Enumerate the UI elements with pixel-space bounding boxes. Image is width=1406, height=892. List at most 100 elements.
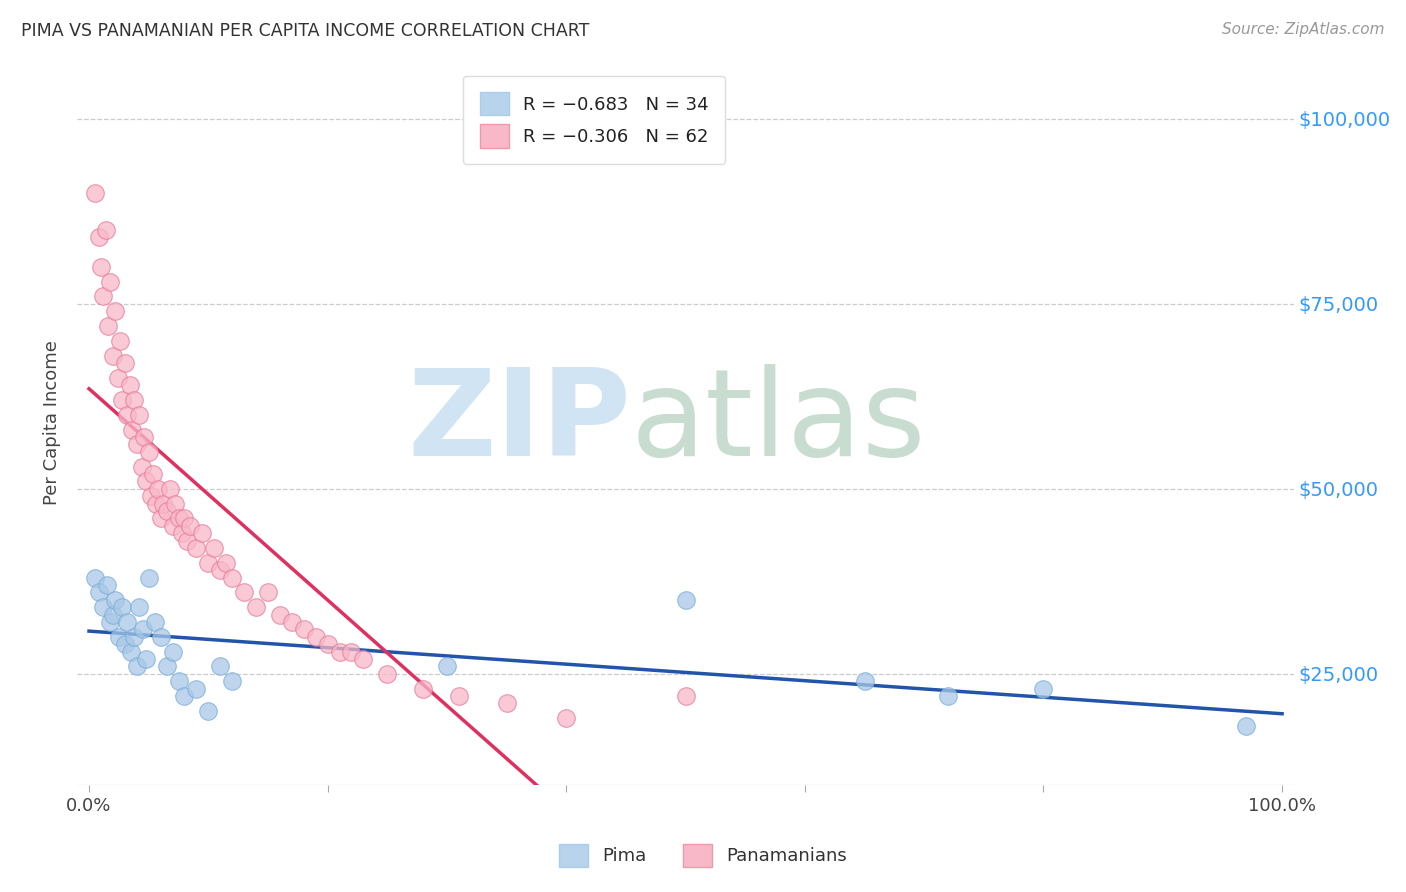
Point (152, 497, 174, 511)
Point (101, 607, 124, 622)
Point (155, 659, 177, 673)
Point (209, 659, 232, 673)
Point (233, 585, 256, 599)
Point (115, 408, 138, 422)
Point (97, 318, 120, 333)
Point (87, 230, 110, 244)
Point (186, 681, 208, 696)
Point (245, 600, 267, 615)
Point (124, 392, 146, 407)
Point (108, 334, 131, 348)
Point (316, 637, 339, 651)
Point (128, 408, 150, 422)
Point (292, 623, 315, 637)
Point (145, 497, 167, 511)
Point (135, 652, 157, 666)
Y-axis label: Per Capita Income: Per Capita Income (44, 340, 60, 505)
Point (121, 423, 143, 437)
Point (162, 644, 184, 658)
Point (91, 600, 114, 615)
Point (131, 459, 153, 474)
Point (305, 630, 328, 644)
Point (108, 630, 131, 644)
Point (352, 652, 374, 666)
Point (100, 615, 122, 629)
Point (87, 585, 110, 599)
Point (202, 541, 225, 555)
Point (132, 430, 155, 444)
Point (90, 260, 112, 274)
Point (176, 533, 198, 548)
Point (96, 578, 118, 592)
Point (853, 674, 876, 689)
Point (436, 659, 458, 673)
Point (173, 689, 195, 703)
Point (115, 615, 138, 629)
Point (142, 467, 165, 481)
Point (675, 689, 697, 703)
Point (215, 556, 238, 570)
Point (125, 437, 148, 451)
Point (143, 615, 166, 629)
Point (209, 563, 232, 577)
Point (329, 644, 352, 658)
Point (555, 711, 578, 725)
Point (162, 518, 184, 533)
Point (107, 371, 129, 385)
Point (269, 607, 291, 622)
Point (340, 644, 363, 658)
Point (1234, 718, 1257, 732)
Point (172, 526, 194, 541)
Point (221, 674, 243, 689)
Point (128, 600, 150, 615)
Point (104, 592, 127, 607)
Point (221, 570, 243, 584)
Point (138, 444, 160, 458)
Point (167, 511, 190, 525)
Point (281, 615, 304, 629)
Point (191, 526, 214, 541)
Point (167, 674, 190, 689)
Point (111, 392, 134, 407)
Point (101, 349, 124, 363)
Point (675, 592, 697, 607)
Point (135, 475, 157, 489)
Point (495, 697, 517, 711)
Point (120, 644, 142, 658)
Point (111, 600, 134, 615)
Point (84, 186, 107, 200)
Point (936, 689, 959, 703)
Point (84, 570, 107, 584)
Legend: Pima, Panamanians: Pima, Panamanians (553, 837, 853, 874)
Point (163, 497, 186, 511)
Point (94, 223, 117, 237)
Point (197, 556, 219, 570)
Point (124, 630, 146, 644)
Point (159, 482, 181, 496)
Text: PIMA VS PANAMANIAN PER CAPITA INCOME CORRELATION CHART: PIMA VS PANAMANIAN PER CAPITA INCOME COR… (21, 22, 589, 40)
Point (179, 518, 201, 533)
Point (173, 511, 195, 525)
Point (118, 378, 141, 392)
Text: atlas: atlas (631, 364, 927, 481)
Text: ZIP: ZIP (408, 364, 631, 481)
Text: Source: ZipAtlas.com: Source: ZipAtlas.com (1222, 22, 1385, 37)
Point (114, 637, 136, 651)
Point (114, 356, 136, 370)
Point (139, 489, 162, 503)
Point (125, 659, 148, 673)
Point (375, 666, 398, 681)
Point (100, 275, 122, 289)
Point (149, 511, 172, 525)
Point (257, 585, 280, 599)
Point (412, 681, 434, 696)
Legend: R = −0.683   N = 34, R = −0.306   N = 62: R = −0.683 N = 34, R = −0.306 N = 62 (464, 76, 725, 164)
Point (197, 704, 219, 718)
Point (149, 630, 172, 644)
Point (447, 689, 470, 703)
Point (148, 482, 170, 496)
Point (132, 623, 155, 637)
Point (186, 541, 208, 555)
Point (91, 289, 114, 303)
Point (138, 570, 160, 584)
